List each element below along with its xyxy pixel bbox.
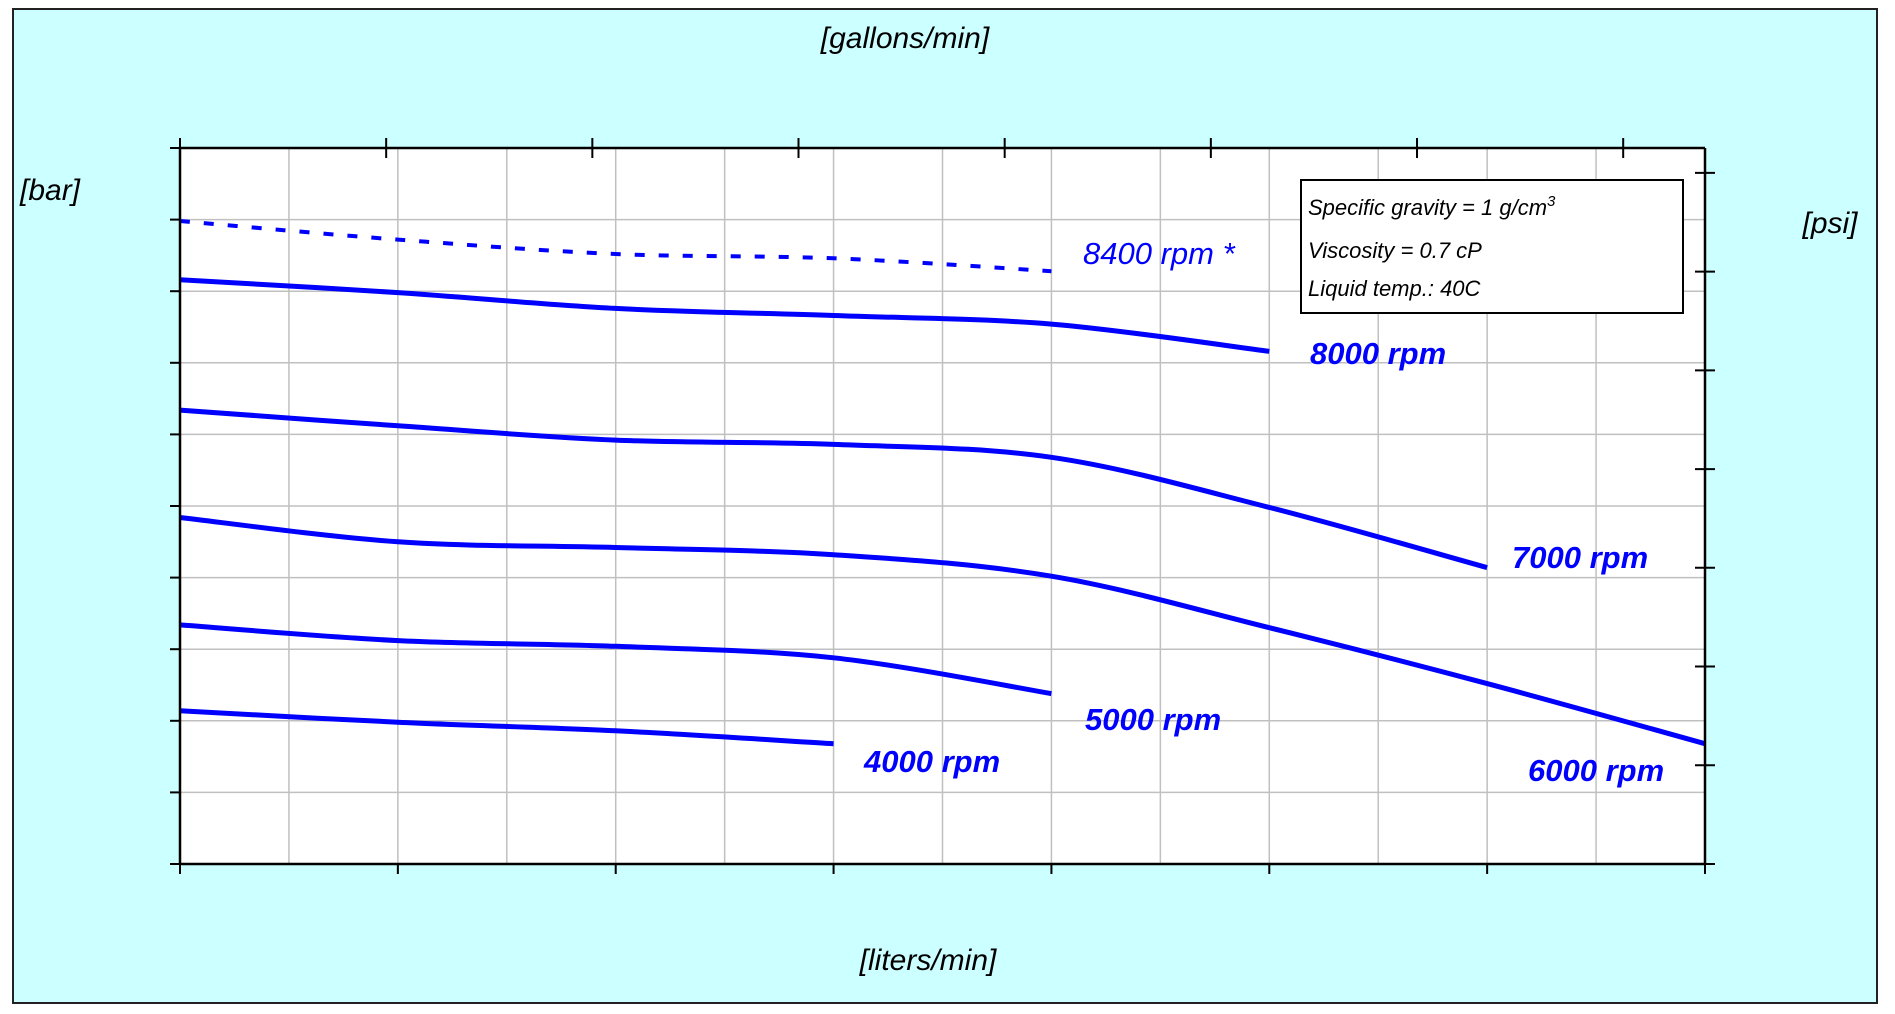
series-lines: [179, 219, 1706, 747]
note-liquid-temp: Liquid temp.: 40C: [1308, 276, 1481, 301]
left-axis-title: [bar]: [19, 174, 81, 207]
series-line-7000-rpm: [179, 407, 1488, 571]
series-line-5000-rpm: [179, 622, 1052, 697]
series-label-8000: 8000 rpm: [1310, 336, 1446, 371]
right-axis-title: [psi]: [1801, 207, 1858, 240]
axes: [170, 138, 1715, 874]
series-label-6000: 6000 rpm: [1528, 753, 1664, 788]
notes-box-frame: [1300, 179, 1684, 314]
series-label-5000: 5000 rpm: [1085, 702, 1221, 737]
notes-box: Specific gravity = 1 g/cm3 Viscosity = 0…: [1300, 179, 1684, 314]
note-specific-gravity: Specific gravity = 1 g/cm3: [1308, 193, 1556, 220]
series-line-8400-rpm: [179, 219, 1052, 274]
note-viscosity: Viscosity = 0.7 cP: [1308, 238, 1482, 263]
series-label-8400: 8400 rpm *: [1083, 236, 1236, 271]
top-axis-title: [gallons/min]: [820, 22, 990, 55]
series-label-4000: 4000 rpm: [863, 744, 1000, 779]
series-line-8000-rpm: [179, 277, 1270, 354]
series-line-6000-rpm: [179, 515, 1706, 747]
series-label-7000: 7000 rpm: [1512, 540, 1648, 575]
series-line-4000-rpm: [179, 708, 834, 747]
bottom-axis-title: [liters/min]: [859, 944, 997, 977]
